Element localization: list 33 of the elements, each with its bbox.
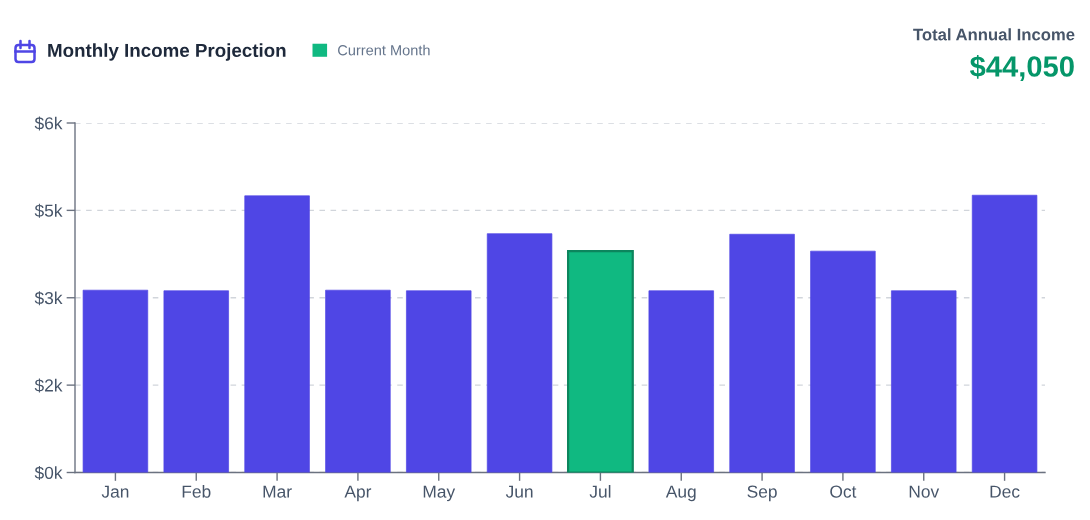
x-tick-label: Oct — [830, 485, 857, 498]
x-tick-label: May — [423, 485, 456, 502]
y-tick-label: $0k — [34, 465, 63, 480]
bar — [486, 233, 553, 473]
x-tick-label: Feb — [182, 485, 211, 498]
x-tick-label: Jan — [101, 485, 129, 498]
bar — [325, 289, 391, 473]
bar — [82, 289, 149, 473]
text: $44,050 — [969, 54, 1074, 82]
bar — [891, 290, 957, 473]
x-tick-label: Nov — [909, 485, 940, 498]
x-tick-label: Mar — [263, 485, 292, 498]
text: Total Annual Income — [913, 28, 1075, 41]
y-tick-label: $6k — [34, 116, 63, 131]
bar — [163, 290, 229, 473]
x-tick-label: Sep — [747, 485, 777, 502]
bar — [729, 233, 795, 473]
bar — [810, 250, 876, 473]
x-tick-label: Jul — [589, 485, 611, 498]
chart-title: Monthly Income Projection — [48, 43, 286, 61]
bar — [406, 290, 472, 473]
bar — [971, 194, 1038, 473]
y-tick-label: $3k — [34, 291, 63, 306]
x-tick-label: Jun — [505, 485, 533, 498]
bar — [648, 290, 714, 473]
y-tick-label: $2k — [34, 378, 63, 393]
x-tick-label: Aug — [665, 485, 696, 502]
x-tick-label: Dec — [990, 485, 1020, 498]
y-tick-label: $5k — [34, 203, 63, 218]
bar — [244, 195, 310, 473]
x-tick-label: Apr — [344, 485, 372, 502]
legend-label: Current Month — [338, 44, 430, 56]
bar — [566, 250, 634, 473]
